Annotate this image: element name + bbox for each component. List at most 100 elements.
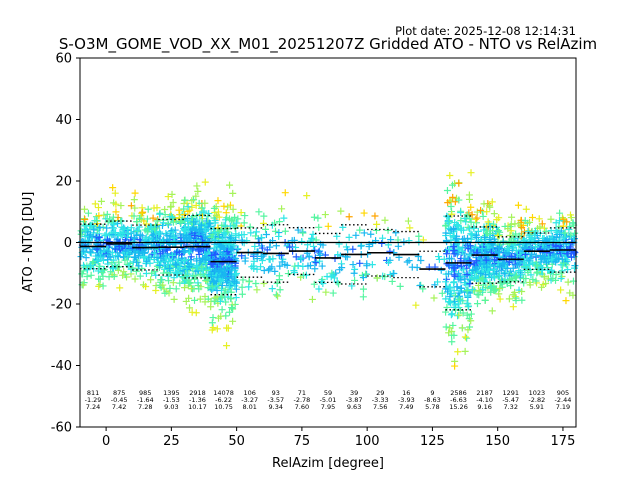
scatter-point	[532, 277, 540, 285]
scatter-point	[485, 202, 493, 210]
scatter-point	[461, 347, 469, 355]
scatter-point	[434, 278, 442, 286]
scatter-point	[218, 259, 226, 267]
bin-std-label: 9.16	[477, 403, 491, 411]
scatter-point	[153, 254, 161, 262]
scatter-point	[226, 282, 234, 290]
scatter-point	[224, 324, 232, 332]
scatter-point	[321, 211, 329, 219]
scatter-point	[388, 277, 396, 285]
scatter-point	[565, 225, 573, 233]
scatter-point	[448, 327, 456, 335]
scatter-point	[496, 279, 504, 287]
scatter-point	[305, 253, 313, 261]
bin-std-label: 7.95	[321, 403, 335, 411]
scatter-point	[484, 218, 492, 226]
scatter-point	[80, 261, 88, 269]
scatter-point	[83, 266, 91, 274]
scatter-point	[466, 242, 474, 250]
scatter-point	[561, 229, 569, 237]
scatter-point	[367, 230, 375, 238]
bin-count-label: 1395	[163, 389, 180, 397]
scatter-point	[95, 234, 103, 242]
scatter-point	[458, 324, 466, 332]
scatter-point	[316, 250, 324, 258]
scatter-point	[241, 212, 249, 220]
scatter-point	[286, 243, 294, 251]
scatter-point	[217, 243, 225, 251]
bin-count-label: 875	[113, 389, 125, 397]
scatter-point	[171, 260, 179, 268]
scatter-point	[211, 294, 219, 302]
scatter-point	[281, 189, 289, 197]
scatter-point	[570, 264, 578, 272]
bin-mean-label: -1.53	[163, 396, 180, 404]
scatter-point	[299, 229, 307, 237]
scatter-point	[214, 197, 222, 205]
bin-mean-label: -2.44	[555, 396, 572, 404]
scatter-point	[459, 266, 467, 274]
x-tick-label: 0	[102, 434, 110, 449]
scatter-point	[163, 231, 171, 239]
bin-mean-label: -0.45	[111, 396, 128, 404]
scatter-point	[559, 216, 567, 224]
scatter-point	[515, 232, 523, 240]
scatter-point	[250, 264, 258, 272]
scatter-point	[500, 270, 508, 278]
scatter-point	[360, 209, 368, 217]
scatter-point	[181, 196, 189, 204]
scatter-point	[557, 274, 565, 282]
scatter-point	[359, 274, 367, 282]
scatter-point	[149, 214, 157, 222]
scatter-point	[182, 227, 190, 235]
scatter-point	[260, 212, 268, 220]
scatter-point	[441, 222, 449, 230]
scatter-point	[359, 285, 367, 293]
scatter-point	[521, 250, 529, 258]
scatter-point	[111, 262, 119, 270]
scatter-point	[467, 169, 475, 177]
scatter-point	[442, 278, 450, 286]
scatter-point	[99, 282, 107, 290]
scatter-point	[156, 250, 164, 258]
scatter-point	[192, 263, 200, 271]
scatter-point	[446, 293, 454, 301]
scatter-point	[98, 269, 106, 277]
scatter-point	[555, 223, 563, 231]
bin-count-label: 93	[272, 389, 280, 397]
scatter-point	[312, 259, 320, 267]
scatter-point	[177, 219, 185, 227]
scatter-point	[190, 224, 198, 232]
x-axis-ticks: 0 25 50 75 100 125 150 175	[102, 427, 575, 449]
scatter-point	[483, 255, 491, 263]
scatter-point	[193, 216, 201, 224]
scatter-point	[509, 264, 517, 272]
scatter-point	[496, 228, 504, 236]
scatter-point	[357, 242, 365, 250]
scatter-point	[225, 240, 233, 248]
scatter-point	[135, 223, 143, 231]
scatter-point	[208, 326, 216, 334]
bin-std-label: 5.78	[425, 403, 439, 411]
scatter-point	[180, 211, 188, 219]
scatter-point	[184, 217, 192, 225]
scatter-point	[473, 300, 481, 308]
scatter-point	[119, 271, 127, 279]
scatter-point	[124, 225, 132, 233]
scatter-point	[238, 252, 246, 260]
bin-mean-label: -5.47	[502, 396, 519, 404]
scatter-point	[329, 289, 337, 297]
scatter-point	[450, 264, 458, 272]
bin-count-label: 29	[376, 389, 384, 397]
scatter-point	[260, 251, 268, 259]
scatter-point	[512, 230, 520, 238]
scatter-point	[212, 266, 220, 274]
scatter-point	[152, 271, 160, 279]
scatter-point	[234, 245, 242, 253]
scatter-point	[450, 247, 458, 255]
scatter-point	[526, 278, 534, 286]
scatter-point	[372, 226, 380, 234]
scatter-point	[419, 285, 427, 293]
scatter-point	[310, 213, 318, 221]
